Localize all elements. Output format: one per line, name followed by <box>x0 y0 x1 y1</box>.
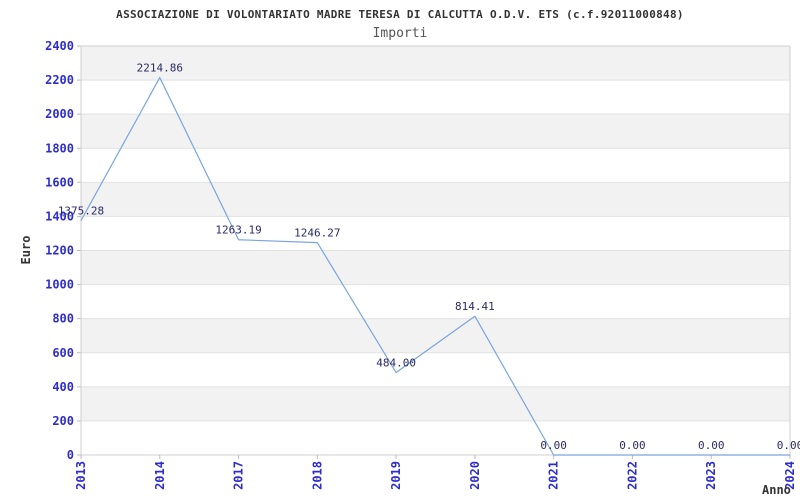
x-tick-label: 2014 <box>153 461 167 490</box>
plot-band <box>81 46 790 81</box>
y-tick-label: 800 <box>52 312 74 326</box>
plot-band <box>81 386 790 421</box>
y-tick-label: 1800 <box>45 141 74 155</box>
x-tick-label: 2013 <box>74 461 88 490</box>
plot-band <box>81 182 790 217</box>
y-tick-label: 1000 <box>45 278 74 292</box>
data-point-label: 1375.28 <box>58 205 104 218</box>
data-point-label: 1263.19 <box>215 224 261 237</box>
x-tick-label: 2017 <box>232 461 246 490</box>
plot-band <box>81 250 790 285</box>
x-tick-label: 2023 <box>704 461 718 490</box>
data-point-label: 2214.86 <box>137 62 183 75</box>
data-point-label: 1246.27 <box>294 227 340 240</box>
x-tick-label: 2022 <box>625 461 639 490</box>
x-tick-label: 2020 <box>468 461 482 490</box>
chart-title: ASSOCIAZIONE DI VOLONTARIATO MADRE TERES… <box>116 8 684 21</box>
series-line <box>80 76 790 456</box>
chart-subtitle: Importi <box>372 26 428 41</box>
x-axis-title: Anno <box>762 483 791 497</box>
y-tick-label: 2200 <box>45 73 74 87</box>
y-tick-label: 1400 <box>45 209 74 223</box>
data-point-label: 0.00 <box>619 439 646 452</box>
data-point-label: 814.41 <box>455 300 495 313</box>
y-tick-label: 600 <box>52 346 74 360</box>
data-point-label: 0.00 <box>698 439 725 452</box>
y-tick-label: 0 <box>67 448 74 462</box>
y-tick-label: 2000 <box>45 107 74 121</box>
plot-band <box>81 114 790 149</box>
data-point-label: 0.00 <box>540 439 567 452</box>
y-tick-label: 200 <box>52 414 74 428</box>
plot-band <box>81 318 790 353</box>
x-tick-label: 2021 <box>547 461 561 490</box>
data-point-label: 0.00 <box>777 439 800 452</box>
y-tick-label: 1200 <box>45 244 74 258</box>
y-tick-label: 2400 <box>45 39 74 53</box>
x-tick-label: 2018 <box>310 461 324 490</box>
plot-border <box>80 45 791 456</box>
data-point-label: 484.00 <box>376 357 416 370</box>
x-tick-label: 2019 <box>389 461 403 490</box>
x-tick-label: 2024 <box>783 461 797 490</box>
y-tick-label: 1600 <box>45 175 74 189</box>
y-tick-label: 400 <box>52 380 74 394</box>
